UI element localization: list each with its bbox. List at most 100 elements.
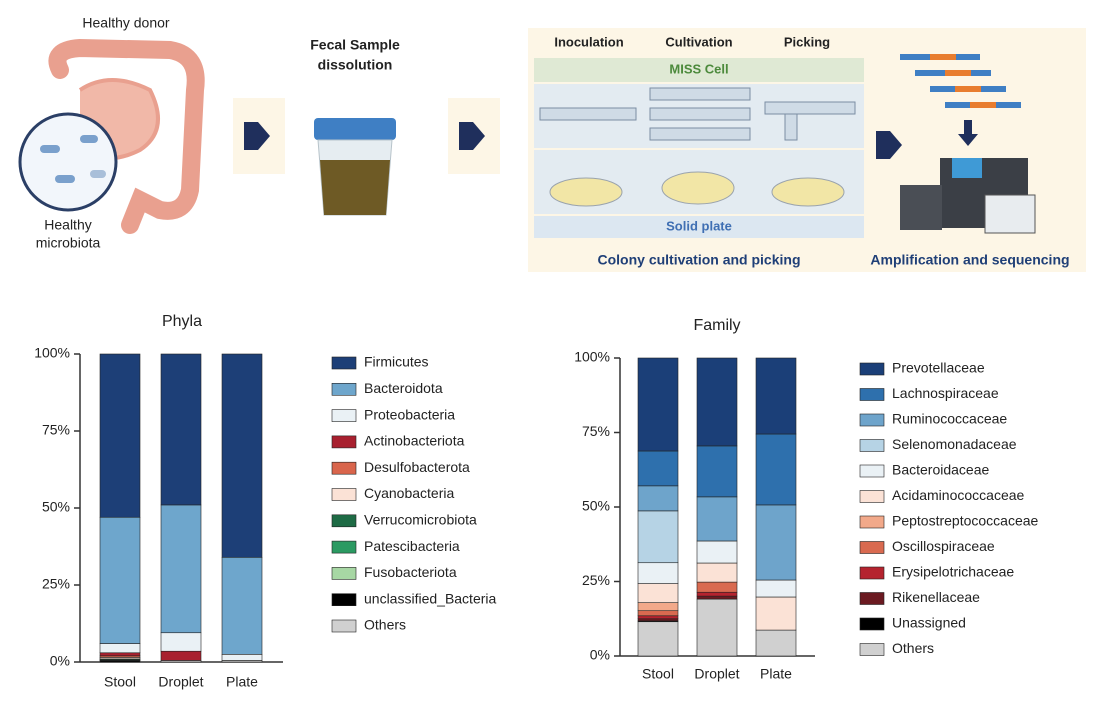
bar-segment <box>99 652 141 657</box>
legend-swatch <box>859 566 885 580</box>
legend-swatch <box>331 514 357 528</box>
y-tick-label: 100% <box>574 349 610 365</box>
y-tick-label: 50% <box>42 499 70 515</box>
step-label: Inoculation <box>554 34 623 49</box>
bar-segment <box>637 610 679 617</box>
sequencing-illustration <box>900 54 1036 234</box>
chart-title: Family <box>693 317 740 334</box>
x-tick-label: Droplet <box>694 666 739 682</box>
legend-label: Prevotellaceae <box>892 360 985 376</box>
bar-segment <box>160 650 202 661</box>
caption: Amplification and sequencing <box>870 252 1069 268</box>
bar-segment <box>637 485 679 512</box>
bar-segment <box>696 357 738 447</box>
bar-segment <box>99 516 141 644</box>
legend-label: Fusobacteriota <box>364 564 457 580</box>
bar-segment <box>696 581 738 593</box>
miss-label: MISS Cell <box>669 61 728 76</box>
y-tick-label: 50% <box>582 498 610 514</box>
legend-label: Patescibacteria <box>364 538 460 554</box>
bar-segment <box>637 357 679 452</box>
bar-segment <box>755 504 797 581</box>
solid-band <box>534 216 864 238</box>
legend-label: Selenomonadaceae <box>892 436 1017 452</box>
legend-label: Others <box>364 617 406 633</box>
bar-segment <box>637 602 679 612</box>
microbiota-label: microbiota <box>36 235 101 251</box>
legend-swatch <box>859 464 885 478</box>
step-label: Cultivation <box>665 34 732 49</box>
bar-segment <box>160 353 202 506</box>
legend-swatch <box>331 593 357 607</box>
bar-segment <box>755 596 797 631</box>
miss-band <box>534 58 864 82</box>
legend-swatch <box>859 541 885 554</box>
microbiota-label: Healthy <box>44 217 91 233</box>
x-tick-label: Stool <box>642 666 674 682</box>
y-tick-label: 0% <box>590 647 610 663</box>
legend-label: Oscillospiraceae <box>892 538 995 554</box>
bar-segment <box>696 562 738 583</box>
bar-segment <box>755 433 797 506</box>
legend-label: Actinobacteriota <box>364 433 465 449</box>
legend-label: Lachnospiraceae <box>892 385 999 401</box>
legend-label: unclassified_Bacteria <box>364 590 497 606</box>
x-tick-label: Plate <box>226 674 258 690</box>
donor-illustration <box>18 38 205 234</box>
legend-label: Proteobacteria <box>364 406 455 422</box>
legend-swatch <box>331 461 357 475</box>
legend-swatch <box>331 382 357 396</box>
legend-swatch <box>859 592 885 605</box>
legend-label: Desulfobacterota <box>364 459 470 475</box>
legend-label: Unassigned <box>892 615 966 631</box>
legend-label: Bacteroidaceae <box>892 462 990 478</box>
caption: Colony cultivation and picking <box>597 252 800 268</box>
legend-swatch <box>859 413 885 427</box>
bar-segment <box>160 504 202 634</box>
bar-segment <box>696 496 738 542</box>
y-tick-label: 75% <box>582 423 610 439</box>
bar-segment <box>221 556 263 655</box>
legend-swatch <box>859 617 885 631</box>
y-tick-label: 25% <box>582 572 610 588</box>
bar-segment <box>637 510 679 564</box>
legend-label: Rikenellaceae <box>892 589 980 605</box>
legend-swatch <box>859 439 885 452</box>
fecal-label: Fecal Sample <box>310 37 400 53</box>
step-label: Picking <box>784 34 830 49</box>
x-tick-label: Stool <box>104 674 136 690</box>
legend-swatch <box>331 409 357 422</box>
x-tick-label: Droplet <box>158 674 203 690</box>
y-tick-label: 0% <box>50 653 70 669</box>
bar-segment <box>221 353 263 558</box>
plate-illustration <box>549 171 845 207</box>
bar-segment <box>637 450 679 487</box>
legend-swatch <box>331 356 357 370</box>
bar-segment <box>637 615 679 620</box>
bar-segment <box>637 583 679 603</box>
legend-label: Others <box>892 640 934 656</box>
legend-swatch <box>859 388 885 401</box>
bar-segment <box>637 562 679 584</box>
bar-segment <box>696 591 738 597</box>
legend-swatch <box>331 619 357 633</box>
bar-segment <box>755 579 797 598</box>
bar-segment <box>696 445 738 498</box>
bar-segment <box>221 653 263 661</box>
fecal-label: dissolution <box>318 57 393 73</box>
bar-segment <box>637 618 679 622</box>
legend-swatch <box>859 362 885 376</box>
x-tick-label: Plate <box>760 666 792 682</box>
bar-segment <box>755 357 797 435</box>
legend-label: Verrucomicrobiota <box>364 512 477 528</box>
legend-label: Bacteroidota <box>364 380 443 396</box>
bar-segment <box>99 353 141 518</box>
arrow <box>876 131 902 159</box>
y-tick-label: 25% <box>42 576 70 592</box>
arrow <box>459 122 485 150</box>
bar-segment <box>755 629 797 657</box>
legend-swatch <box>331 540 357 554</box>
arrow <box>244 122 270 150</box>
legend-swatch <box>859 490 885 503</box>
